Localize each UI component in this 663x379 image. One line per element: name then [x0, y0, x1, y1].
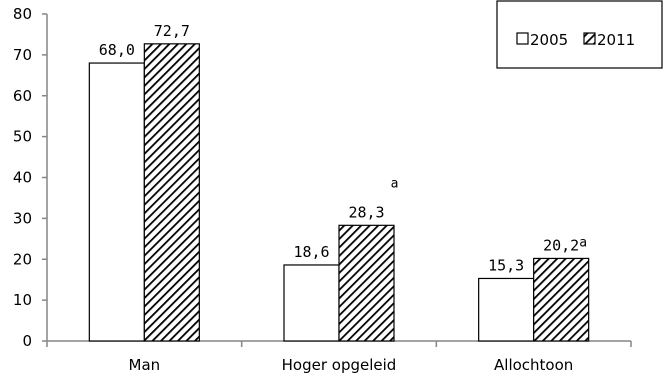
category-label: Allochtoon: [494, 356, 573, 374]
y-tick-label: 30: [13, 209, 32, 227]
legend-label: 2011: [597, 31, 635, 49]
bar-2011-2: [533, 257, 590, 342]
data-label: 15,3: [488, 256, 524, 274]
y-tick-label: 10: [13, 291, 32, 309]
y-tick-label: 80: [13, 5, 32, 23]
legend-label: 2005: [530, 31, 568, 49]
y-tick-label: 60: [13, 87, 32, 105]
y-tick-label: 20: [13, 250, 32, 268]
legend: 2005 2011: [496, 0, 663, 69]
data-label: 28,3: [348, 203, 384, 221]
bar-2011-1: [338, 224, 395, 342]
data-label: 72,7: [154, 22, 190, 40]
bar-2005-0: [88, 62, 145, 342]
axes: 0 10 20 30 40 50 60 70 80 Man Hoger opgeleid Alloch…: [13, 5, 632, 374]
data-label: 20,2: [543, 236, 579, 254]
data-label: 68,0: [99, 41, 135, 59]
y-tick-label: 50: [13, 128, 32, 146]
y-tick-label: 40: [13, 169, 32, 187]
data-note-label: a: [579, 235, 587, 250]
data-note-label: a: [391, 176, 399, 191]
legend-swatch-2005: [516, 32, 529, 45]
category-label: Man: [129, 356, 161, 374]
data-label: 18,6: [293, 243, 329, 261]
bars: [88, 43, 590, 342]
bar-2011-0: [143, 43, 200, 342]
legend-swatch-2011: [583, 32, 596, 45]
y-tick-label: 0: [22, 332, 32, 350]
bar-2005-1: [283, 264, 340, 342]
bar-2005-2: [478, 277, 535, 342]
y-tick-label: 70: [13, 46, 32, 64]
category-label: Hoger opgeleid: [282, 356, 397, 374]
